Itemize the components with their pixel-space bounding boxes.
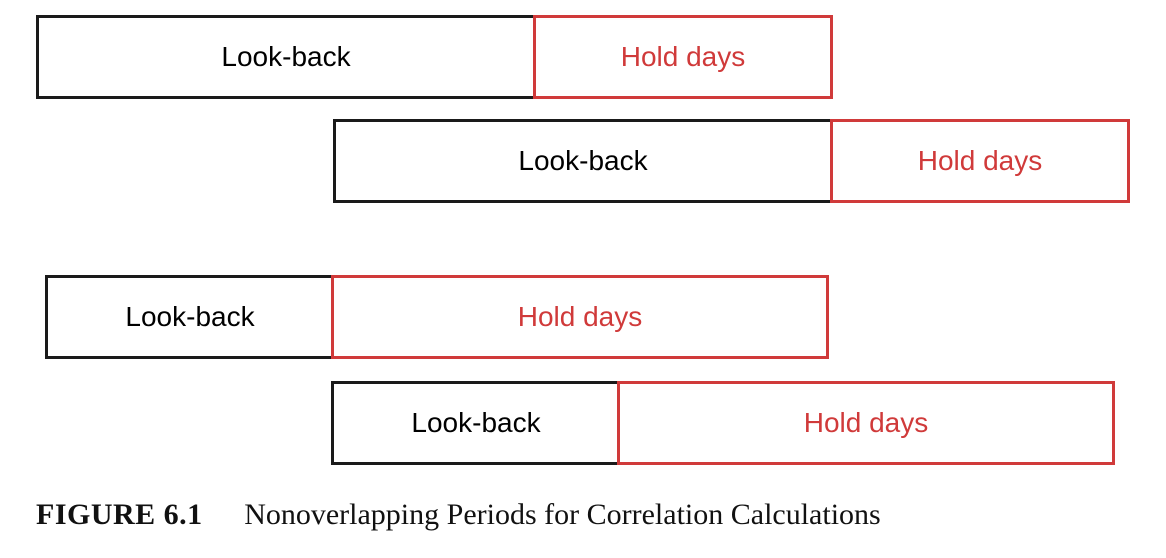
figure-caption: FIGURE 6.1 Nonoverlapping Periods for Co…: [36, 498, 881, 532]
lookback-box-row-2: Look-back: [333, 119, 833, 203]
hold-days-box-row-1: Hold days: [533, 15, 833, 99]
lookback-box-row-4: Look-back: [331, 381, 621, 465]
lookback-box-row-3: Look-back: [45, 275, 335, 359]
figure-label: FIGURE 6.1: [36, 498, 203, 531]
hold-days-box-row-2: Hold days: [830, 119, 1130, 203]
period-diagram: Look-back Hold days Look-back Hold days …: [36, 15, 1130, 465]
hold-days-box-row-3: Hold days: [331, 275, 829, 359]
lookback-box-row-1: Look-back: [36, 15, 536, 99]
hold-days-box-row-4: Hold days: [617, 381, 1115, 465]
figure-title: Nonoverlapping Periods for Correlation C…: [244, 498, 881, 531]
